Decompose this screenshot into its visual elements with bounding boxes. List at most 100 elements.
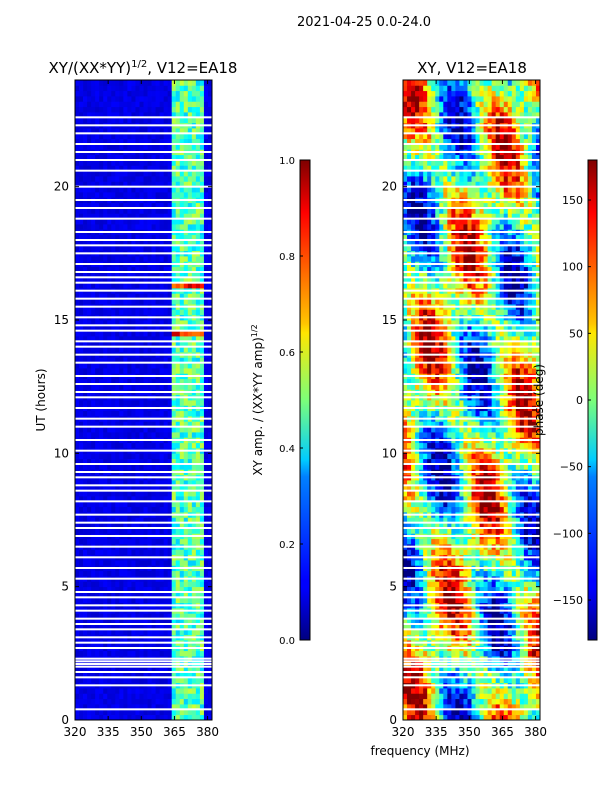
- heatmap-cell: [119, 325, 124, 332]
- heatmap-cell: [87, 464, 92, 470]
- heatmap-cell: [91, 330, 96, 337]
- heatmap-cell: [159, 336, 165, 342]
- heatmap-cell: [175, 336, 181, 342]
- heatmap-cell: [503, 688, 509, 694]
- heatmap-cell: [207, 517, 213, 524]
- heatmap-cell: [103, 442, 108, 449]
- heatmap-cell: [123, 464, 128, 470]
- heatmap-cell: [431, 698, 436, 705]
- heatmap-cell: [131, 245, 136, 252]
- heatmap-cell: [147, 368, 152, 374]
- heatmap-cell: [207, 714, 213, 721]
- heatmap-cell: [123, 266, 128, 273]
- heatmap-cell: [179, 346, 185, 353]
- heatmap-cell: [151, 522, 156, 529]
- heatmap-cell: [135, 624, 140, 630]
- heatmap-cell: [83, 138, 88, 145]
- heatmap-cell: [155, 528, 161, 534]
- heatmap-cell: [119, 666, 124, 673]
- heatmap-cell: [91, 597, 96, 604]
- heatmap-cell: [135, 128, 140, 134]
- heatmap-cell: [123, 666, 128, 673]
- heatmap-cell: [75, 442, 80, 449]
- heatmap-cell: [183, 165, 189, 172]
- heatmap-cell: [111, 586, 116, 593]
- heatmap-cell: [155, 298, 161, 305]
- heatmap-cell: [179, 709, 185, 716]
- heatmap-cell: [171, 549, 177, 556]
- heatmap-cell: [171, 506, 177, 513]
- heatmap-cell: [207, 272, 213, 278]
- heatmap-cell: [195, 336, 201, 342]
- heatmap-cell: [167, 154, 173, 161]
- heatmap-cell: [179, 112, 185, 118]
- heatmap-cell: [203, 192, 209, 198]
- heatmap-cell: [191, 362, 197, 369]
- heatmap-cell: [107, 570, 112, 577]
- heatmap-cell: [191, 480, 197, 486]
- heatmap-cell: [203, 586, 209, 593]
- heatmap-cell: [99, 266, 104, 273]
- heatmap-cell: [91, 432, 96, 438]
- heatmap-cell: [111, 266, 116, 273]
- heatmap-cell: [131, 496, 136, 502]
- heatmap-cell: [91, 698, 96, 705]
- heatmap-cell: [203, 101, 209, 108]
- heatmap-cell: [87, 165, 92, 172]
- heatmap-cell: [139, 176, 144, 182]
- heatmap-cell: [135, 368, 140, 374]
- heatmap-cell: [131, 336, 136, 342]
- heatmap-cell: [207, 240, 213, 246]
- heatmap-cell: [147, 362, 152, 369]
- heatmap-cell: [183, 400, 189, 406]
- heatmap-cell: [119, 517, 124, 524]
- heatmap-cell: [479, 698, 484, 705]
- heatmap-cell: [127, 410, 132, 417]
- heatmap-cell: [107, 458, 112, 465]
- heatmap-cell: [147, 234, 152, 241]
- heatmap-cell: [147, 400, 152, 406]
- heatmap-cell: [183, 181, 189, 188]
- heatmap-cell: [127, 501, 132, 508]
- heatmap-cell: [123, 80, 128, 86]
- heatmap-cell: [183, 320, 189, 326]
- heatmap-cell: [147, 618, 152, 625]
- heatmap-cell: [179, 80, 185, 86]
- heatmap-cell: [411, 688, 416, 694]
- heatmap-cell: [107, 528, 112, 534]
- heatmap-cell: [79, 213, 84, 220]
- heatmap-cell: [191, 650, 197, 657]
- heatmap-cell: [467, 698, 472, 705]
- heatmap-cell: [75, 506, 80, 513]
- heatmap-cell: [91, 586, 96, 593]
- heatmap-cell: [135, 592, 140, 598]
- heatmap-cell: [155, 362, 161, 369]
- heatmap-cell: [143, 170, 148, 177]
- heatmap-cell: [119, 330, 124, 337]
- heatmap-cell: [107, 202, 112, 209]
- heatmap-cell: [115, 378, 120, 385]
- heatmap-cell: [99, 186, 104, 193]
- heatmap-cell: [147, 384, 152, 390]
- heatmap-cell: [207, 426, 213, 433]
- heatmap-cell: [139, 517, 144, 524]
- heatmap-cell: [79, 410, 84, 417]
- heatmap-cell: [83, 245, 88, 252]
- heatmap-cell: [87, 106, 92, 113]
- heatmap-cell: [107, 490, 112, 497]
- heatmap-cell: [151, 549, 156, 556]
- heatmap-cell: [75, 480, 80, 486]
- heatmap-cell: [139, 240, 144, 246]
- heatmap-cell: [127, 666, 132, 673]
- heatmap-cell: [403, 650, 408, 657]
- heatmap-cell: [195, 277, 201, 284]
- heatmap-cell: [139, 688, 144, 694]
- flagged-row: [75, 577, 212, 580]
- heatmap-cell: [183, 272, 189, 278]
- heatmap-cell: [175, 341, 181, 348]
- heatmap-cell: [83, 400, 88, 406]
- flagged-row: [75, 617, 212, 620]
- heatmap-cell: [175, 128, 181, 134]
- heatmap-cell: [151, 208, 156, 214]
- heatmap-cell: [155, 224, 161, 230]
